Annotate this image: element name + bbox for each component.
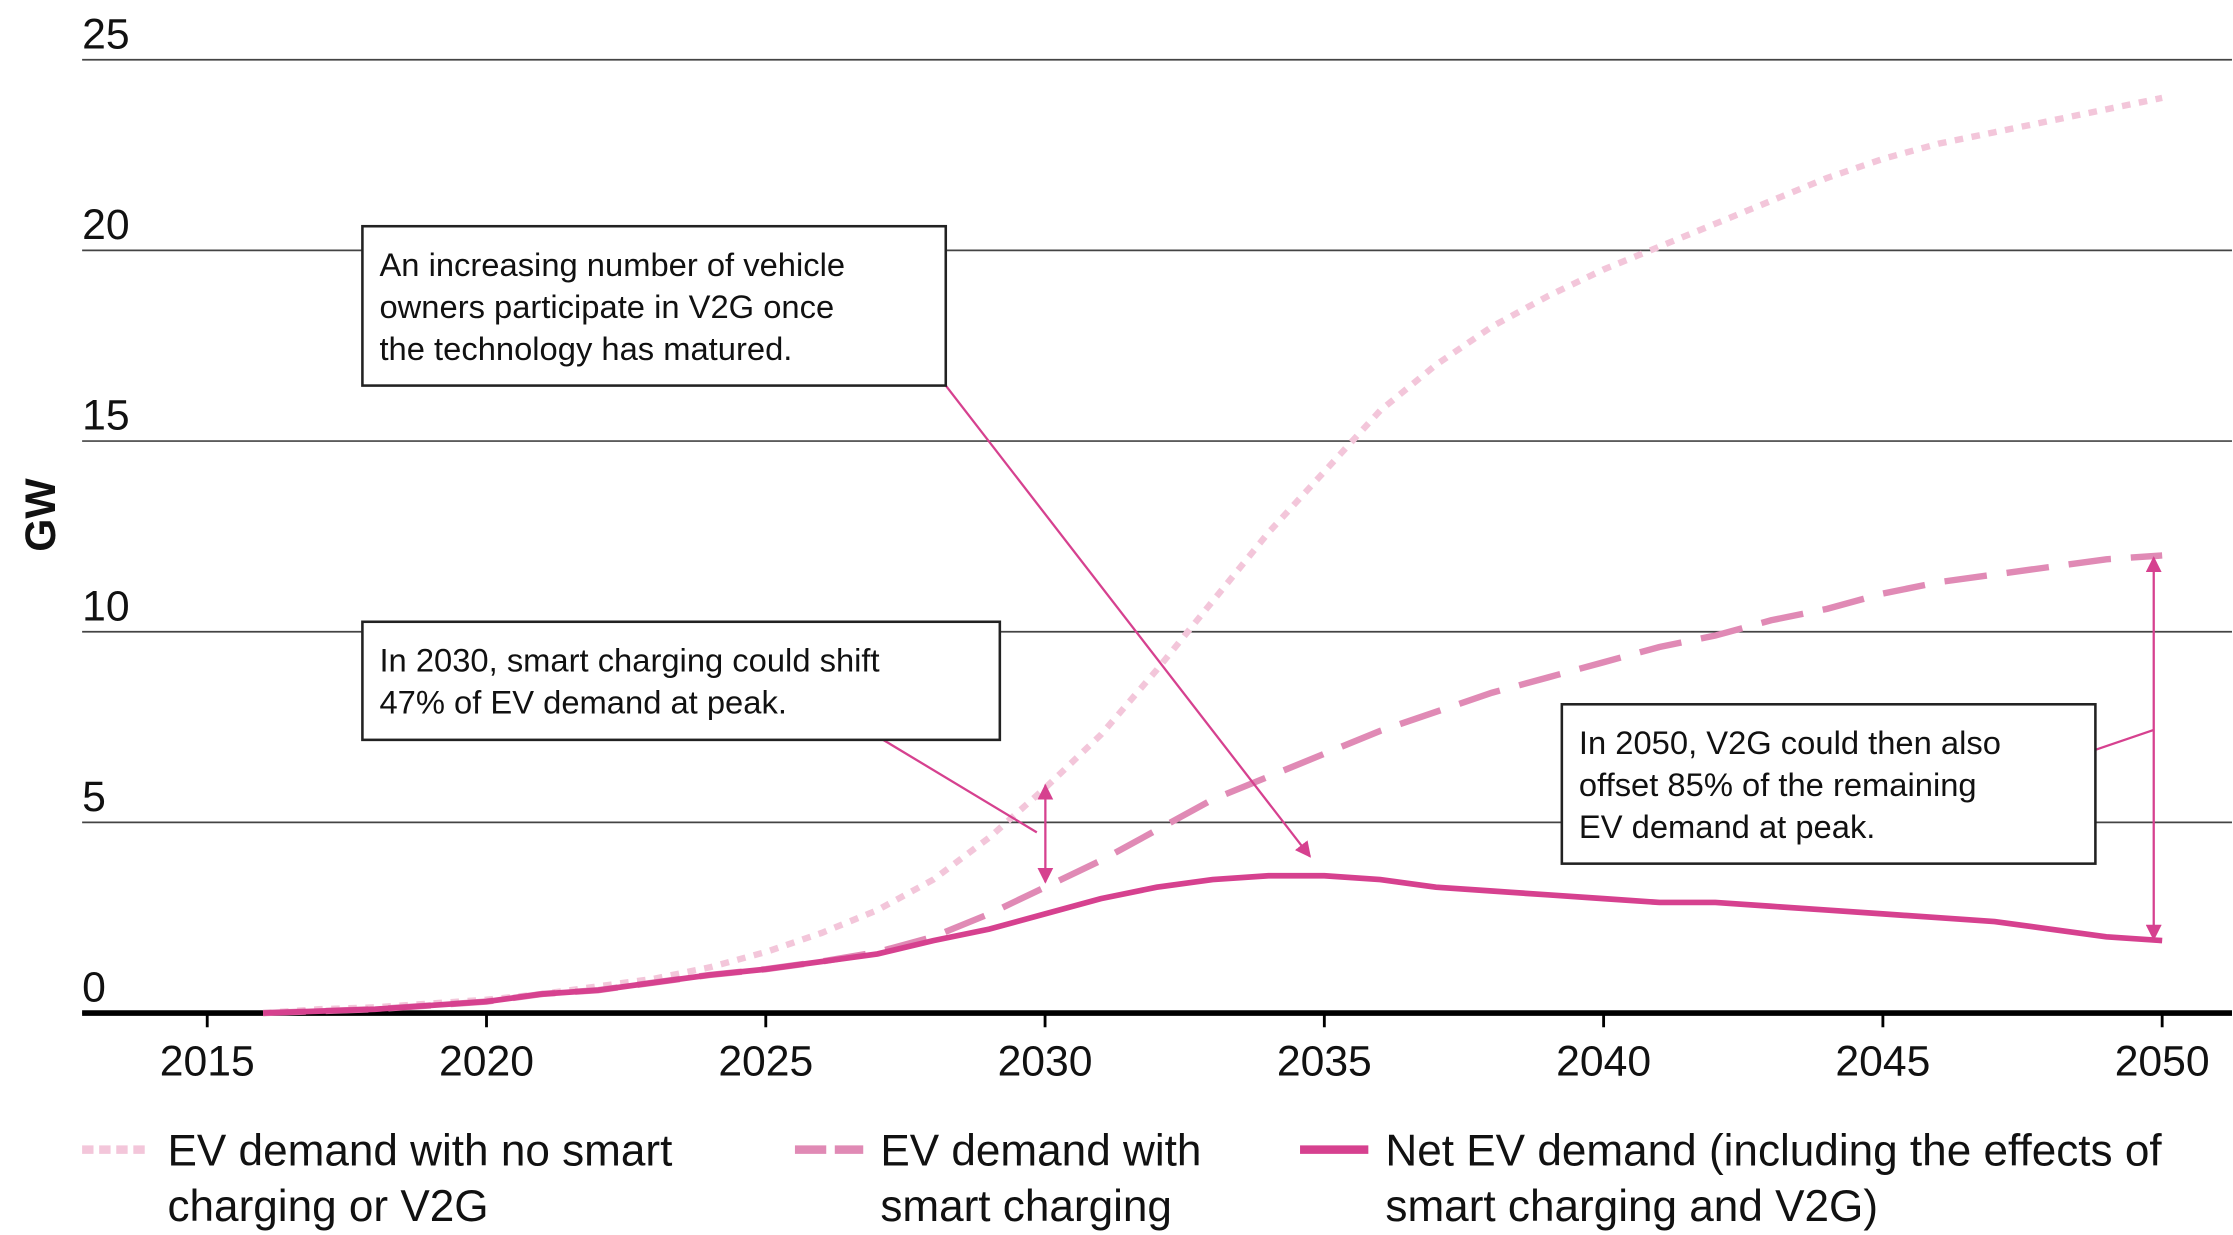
x-tick-label: 2015 — [160, 1038, 255, 1086]
x-tick-label: 2035 — [1277, 1038, 1372, 1086]
annotation-text: In 2030, smart charging could shift — [379, 642, 879, 679]
y-tick-label: 5 — [82, 773, 106, 821]
y-tick-label: 20 — [82, 201, 129, 249]
annotation-text: the technology has matured. — [379, 330, 792, 367]
series-line — [262, 94, 2163, 1017]
legend-label: EV demand with smart charging — [880, 1126, 1201, 1230]
x-tick-label: 2020 — [439, 1038, 534, 1086]
annotation-box — [361, 224, 948, 387]
x-tick-label: 2050 — [2115, 1038, 2210, 1086]
x-tick-label: 2025 — [718, 1038, 813, 1086]
annotation-text: EV demand at peak. — [1579, 808, 1875, 845]
annotation-text: offset 85% of the remaining — [1579, 766, 1977, 803]
annotation-text: owners participate in V2G once — [379, 288, 834, 325]
annotation-box — [1560, 703, 2097, 865]
y-tick-label: 0 — [82, 964, 106, 1012]
x-tick-label: 2030 — [998, 1038, 1093, 1086]
annotation-text: In 2050, V2G could then also — [1579, 724, 2001, 761]
y-tick-label: 10 — [82, 582, 129, 630]
series-line — [262, 872, 2163, 1016]
annotation-arrows — [882, 384, 2162, 941]
y-tick-label: 15 — [82, 392, 129, 440]
x-tick-label: 2040 — [1556, 1038, 1651, 1086]
x-tick-label: 2045 — [1835, 1038, 1930, 1086]
y-tick-label: 25 — [82, 10, 129, 58]
legend-label: EV demand with no smart charging or V2G — [167, 1126, 672, 1230]
annotation-text: An increasing number of vehicle — [379, 246, 845, 283]
legend-label: Net EV demand (including the effects of s… — [1385, 1126, 2162, 1230]
annotation-box — [361, 620, 1002, 742]
annotation-text: 47% of EV demand at peak. — [379, 684, 786, 721]
y-axis-label: GW — [17, 478, 65, 552]
